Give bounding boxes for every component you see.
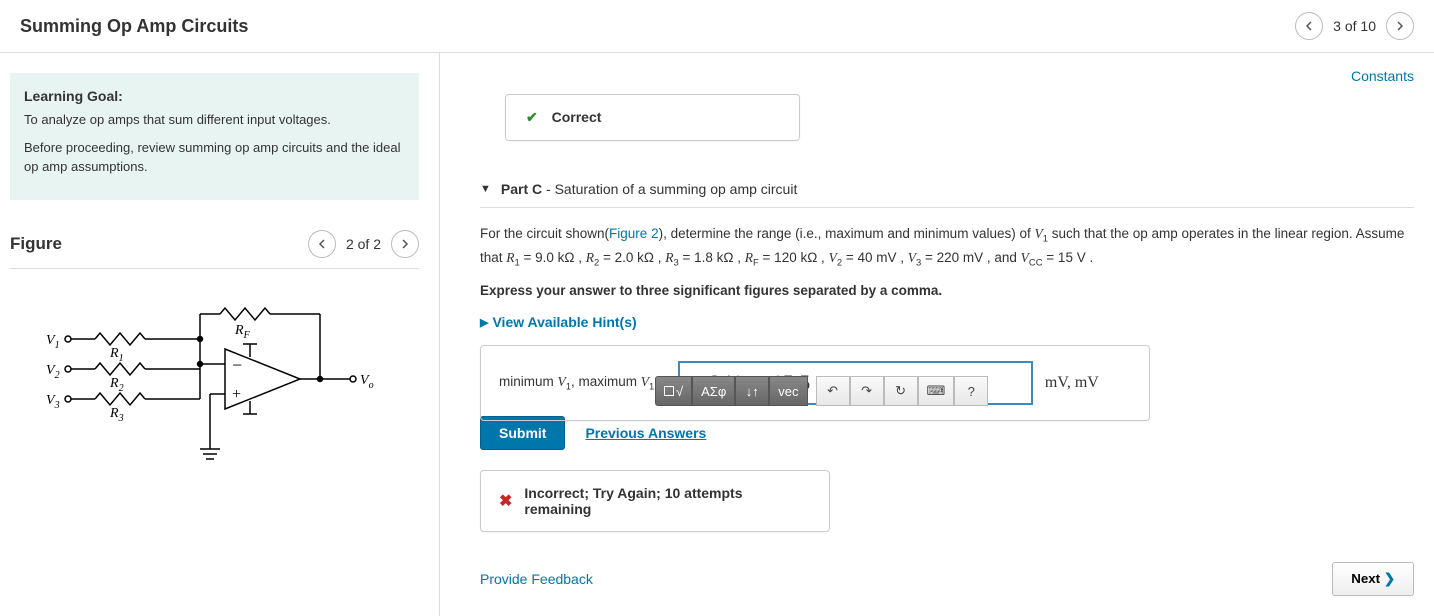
footer-row: Provide Feedback Next ❯ [480, 562, 1414, 596]
problem-text: For the circuit shown(Figure 2), determi… [480, 223, 1414, 271]
keyboard-button[interactable]: ⌨ [918, 376, 955, 406]
figure-header: Figure 2 of 2 [10, 230, 419, 269]
greek-button[interactable]: ΑΣφ [692, 376, 735, 406]
correct-label: Correct [552, 109, 602, 125]
figure-title: Figure [10, 234, 62, 254]
correct-feedback-box: ✔ Correct [505, 94, 800, 141]
answer-label: minimum V1, maximum V1 = [499, 374, 666, 393]
next-button[interactable]: Next ❯ [1332, 562, 1414, 596]
instruction: Express your answer to three significant… [480, 283, 1414, 298]
page-title: Summing Op Amp Circuits [20, 16, 248, 37]
hints-toggle[interactable]: ▶ View Available Hint(s) [480, 314, 637, 330]
figure-prev-button[interactable] [308, 230, 336, 258]
figure-nav: 2 of 2 [308, 230, 419, 258]
subscript-button[interactable]: ↓↑ [735, 376, 769, 406]
submit-row: Submit Previous Answers [480, 416, 1414, 450]
part-label: Part C [501, 181, 542, 197]
svg-text:+: + [232, 386, 241, 403]
incorrect-feedback-box: ✖ Incorrect; Try Again; 10 attempts rema… [480, 470, 830, 532]
chevron-right-icon: ❯ [1384, 571, 1395, 586]
circuit-svg: V1 V2 V3 R1 R2 R3 [40, 299, 380, 479]
hints-label: View Available Hint(s) [492, 314, 636, 330]
chevron-left-icon [317, 239, 327, 249]
figure-next-button[interactable] [391, 230, 419, 258]
main: Learning Goal: To analyze op amps that s… [0, 53, 1434, 616]
chevron-right-icon [400, 239, 410, 249]
caret-down-icon: ▼ [480, 183, 491, 195]
submit-button[interactable]: Submit [480, 416, 565, 450]
equation-toolbar: √ ΑΣφ ↓↑ vec ↶ ↷ ↻ ⌨ ? [655, 376, 1414, 406]
learning-goal-box: Learning Goal: To analyze op amps that s… [10, 73, 419, 200]
svg-text:R1: R1 [109, 346, 124, 364]
svg-text:RF: RF [234, 323, 251, 341]
undo-button[interactable]: ↶ [816, 376, 850, 406]
constants-link-row: Constants [480, 68, 1414, 84]
svg-text:−: − [232, 355, 242, 375]
svg-text:V1: V1 [46, 333, 60, 351]
svg-text:R2: R2 [109, 376, 124, 394]
page-nav: 3 of 10 [1295, 12, 1414, 40]
next-page-button[interactable] [1386, 12, 1414, 40]
learning-goal-heading: Learning Goal: [24, 88, 405, 104]
right-column: Constants ✔ Correct ▼ Part C - Saturatio… [440, 53, 1434, 616]
svg-text:V3: V3 [46, 393, 60, 411]
triangle-right-icon: ▶ [480, 316, 488, 329]
svg-text:Vo: Vo [360, 373, 374, 391]
learning-goal-text-2: Before proceeding, review summing op amp… [24, 138, 405, 177]
page-position: 3 of 10 [1333, 18, 1376, 34]
help-button[interactable]: ? [954, 376, 988, 406]
previous-answers-link[interactable]: Previous Answers [585, 425, 706, 441]
next-label: Next [1351, 571, 1380, 586]
reset-button[interactable]: ↻ [884, 376, 918, 406]
vec-button[interactable]: vec [769, 376, 807, 406]
check-icon: ✔ [526, 109, 538, 125]
left-column: Learning Goal: To analyze op amps that s… [0, 53, 440, 616]
circuit-diagram: V1 V2 V3 R1 R2 R3 [40, 299, 389, 482]
figure-position: 2 of 2 [346, 236, 381, 252]
learning-goal-text-1: To analyze op amps that sum different in… [24, 110, 405, 130]
constants-link[interactable]: Constants [1351, 68, 1414, 84]
problem-intro-a: For the circuit shown( [480, 226, 609, 241]
prev-page-button[interactable] [1295, 12, 1323, 40]
top-bar: Summing Op Amp Circuits 3 of 10 [0, 0, 1434, 53]
provide-feedback-link[interactable]: Provide Feedback [480, 571, 593, 587]
figure-link[interactable]: Figure 2 [609, 226, 659, 241]
x-icon: ✖ [499, 491, 512, 511]
feedback-text: Incorrect; Try Again; 10 attempts remain… [524, 485, 811, 517]
part-title: - Saturation of a summing op amp circuit [542, 181, 797, 197]
chevron-left-icon [1304, 21, 1314, 31]
part-header[interactable]: ▼ Part C - Saturation of a summing op am… [480, 171, 1414, 208]
svg-text:V2: V2 [46, 363, 60, 381]
problem-intro-b: ), determine the range (i.e., maximum an… [659, 226, 1035, 241]
redo-button[interactable]: ↷ [850, 376, 884, 406]
template-button[interactable]: √ [655, 376, 692, 406]
chevron-right-icon [1395, 21, 1405, 31]
svg-text:R3: R3 [109, 406, 124, 424]
